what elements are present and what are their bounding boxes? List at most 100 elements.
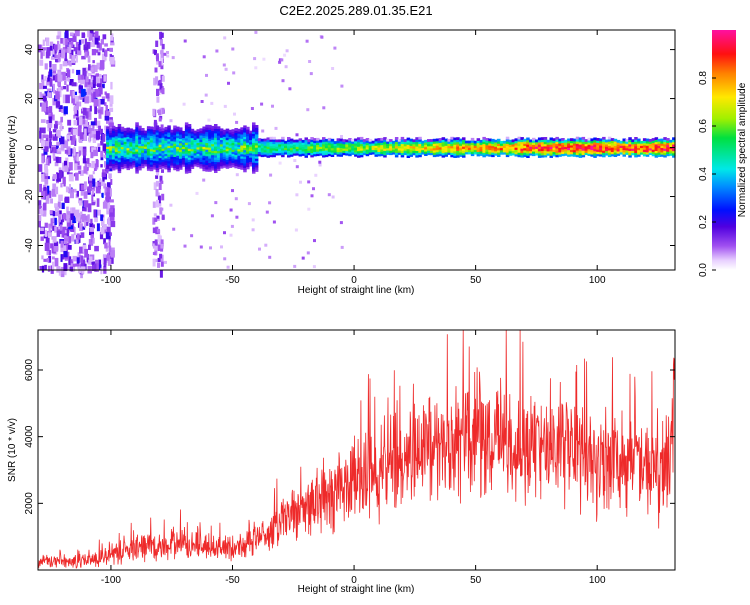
heatmap-cell bbox=[99, 178, 102, 183]
heatmap-cell bbox=[354, 142, 358, 146]
heatmap-cell bbox=[161, 137, 165, 140]
heatmap-cell bbox=[109, 159, 113, 162]
heatmap-cell bbox=[159, 39, 163, 46]
heatmap-cell bbox=[227, 81, 230, 85]
heatmap-cell bbox=[225, 141, 230, 145]
heatmap-cell bbox=[438, 138, 443, 141]
heatmap-cell bbox=[146, 159, 151, 162]
heatmap-cell bbox=[106, 144, 110, 147]
heatmap-cell bbox=[237, 137, 241, 141]
heatmap-cell bbox=[84, 220, 87, 228]
heatmap-cell bbox=[561, 151, 565, 154]
heatmap-cell bbox=[205, 129, 209, 133]
heatmap-cell bbox=[141, 143, 145, 147]
heatmap-cell bbox=[55, 91, 60, 100]
heatmap-cell bbox=[263, 145, 268, 148]
heatmap-cell bbox=[190, 166, 195, 169]
heatmap-cell bbox=[230, 224, 234, 228]
heatmap-cell bbox=[642, 142, 647, 146]
heatmap-cell bbox=[103, 75, 107, 82]
heatmap-cell bbox=[135, 157, 139, 161]
heatmap-cell bbox=[170, 134, 174, 137]
heatmap-cell bbox=[109, 208, 114, 213]
heatmap-cell bbox=[146, 126, 151, 129]
heatmap-cell bbox=[69, 184, 71, 190]
heatmap-cell bbox=[435, 153, 440, 157]
heatmap-cell bbox=[316, 140, 320, 143]
heatmap-cell bbox=[672, 141, 676, 145]
heatmap-cell bbox=[540, 154, 545, 158]
heatmap-cell bbox=[170, 131, 174, 135]
heatmap-cell bbox=[54, 217, 57, 226]
heatmap-cell bbox=[154, 245, 158, 251]
heatmap-cell bbox=[214, 152, 218, 156]
heatmap-cell bbox=[164, 137, 168, 141]
heatmap-cell bbox=[187, 168, 192, 171]
heatmap-cell bbox=[322, 145, 326, 149]
heatmap-cell bbox=[377, 140, 381, 144]
heatmap-cell bbox=[132, 147, 136, 150]
heatmap-cell bbox=[141, 139, 145, 142]
heatmap-cell bbox=[561, 138, 565, 141]
heatmap-cell bbox=[634, 154, 638, 158]
heatmap-cell bbox=[176, 142, 180, 145]
heatmap-cell bbox=[575, 141, 580, 144]
heatmap-cell bbox=[228, 154, 233, 157]
heatmap-cell bbox=[66, 60, 71, 66]
heatmap-cell bbox=[330, 152, 335, 155]
heatmap-cell bbox=[249, 132, 253, 136]
heatmap-cell bbox=[109, 117, 113, 121]
heatmap-cell bbox=[514, 149, 518, 153]
heatmap-cell bbox=[529, 152, 533, 156]
heatmap-cell bbox=[89, 227, 94, 232]
heatmap-cell bbox=[155, 165, 160, 168]
heatmap-cell bbox=[126, 127, 130, 131]
heatmap-cell bbox=[561, 144, 565, 148]
heatmap-cell bbox=[176, 144, 180, 147]
heatmap-cell bbox=[575, 143, 580, 147]
heatmap-cell bbox=[90, 261, 96, 265]
heatmap-cell bbox=[70, 32, 74, 36]
y-tick-label: -20 bbox=[24, 189, 35, 204]
heatmap-cell bbox=[654, 146, 659, 149]
heatmap-cell bbox=[558, 149, 562, 153]
heatmap-cell bbox=[41, 255, 44, 260]
heatmap-cell bbox=[409, 149, 413, 153]
heatmap-cell bbox=[92, 193, 95, 197]
heatmap-cell bbox=[106, 141, 110, 145]
heatmap-cell bbox=[214, 161, 218, 165]
heatmap-cell bbox=[98, 114, 102, 119]
heatmap-cell bbox=[42, 209, 47, 217]
heatmap-cell bbox=[79, 255, 82, 263]
heatmap-cell bbox=[289, 151, 294, 155]
heatmap-cell bbox=[231, 131, 235, 135]
heatmap-cell bbox=[231, 157, 235, 161]
heatmap-cell bbox=[354, 140, 358, 144]
heatmap-cell bbox=[152, 227, 156, 234]
heatmap-cell bbox=[190, 148, 195, 152]
heatmap-cell bbox=[138, 152, 142, 155]
heatmap-cell bbox=[502, 151, 507, 155]
heatmap-cell bbox=[135, 155, 139, 159]
heatmap-cell bbox=[199, 245, 203, 249]
heatmap-cell bbox=[85, 132, 90, 136]
heatmap-cell bbox=[298, 153, 303, 157]
heatmap-cell bbox=[75, 41, 81, 50]
heatmap-cell bbox=[663, 148, 667, 151]
heatmap-cell bbox=[211, 132, 215, 136]
heatmap-cell bbox=[219, 161, 224, 165]
heatmap-cell bbox=[152, 142, 157, 146]
heatmap-cell bbox=[111, 139, 116, 142]
heatmap-cell bbox=[254, 169, 259, 172]
heatmap-cell bbox=[99, 86, 103, 95]
heatmap-cell bbox=[176, 139, 180, 143]
heatmap-cell bbox=[52, 136, 58, 141]
heatmap-cell bbox=[179, 164, 183, 168]
heatmap-cell bbox=[102, 48, 105, 53]
heatmap-cell bbox=[628, 154, 632, 158]
heatmap-cell bbox=[406, 139, 411, 143]
heatmap-cell bbox=[648, 141, 653, 144]
heatmap-cell bbox=[383, 148, 387, 151]
heatmap-cell bbox=[187, 165, 192, 169]
heatmap-cell bbox=[58, 170, 63, 179]
